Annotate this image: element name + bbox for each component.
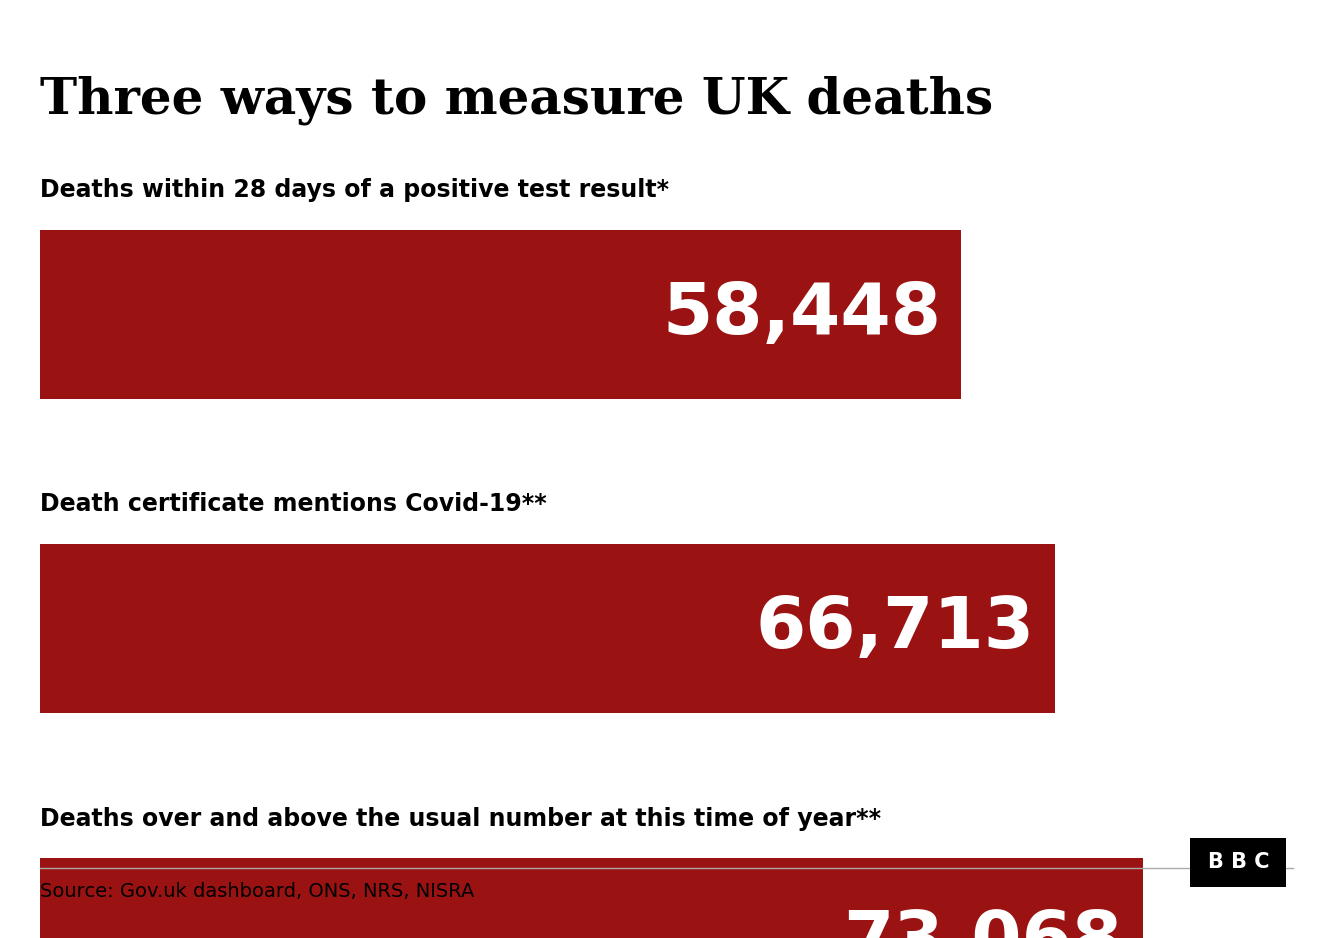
FancyBboxPatch shape — [40, 230, 961, 399]
Text: Deaths within 28 days of a positive test result*: Deaths within 28 days of a positive test… — [40, 178, 669, 203]
Text: 66,713: 66,713 — [756, 594, 1034, 663]
FancyBboxPatch shape — [1190, 838, 1286, 886]
Text: Source: Gov.uk dashboard, ONS, NRS, NISRA: Source: Gov.uk dashboard, ONS, NRS, NISR… — [40, 882, 475, 900]
Text: Death certificate mentions Covid-19**: Death certificate mentions Covid-19** — [40, 492, 547, 517]
FancyBboxPatch shape — [40, 544, 1054, 713]
Text: Deaths over and above the usual number at this time of year**: Deaths over and above the usual number a… — [40, 807, 881, 831]
Text: Three ways to measure UK deaths: Three ways to measure UK deaths — [40, 75, 993, 125]
Text: B B C: B B C — [1208, 853, 1269, 872]
Text: 58,448: 58,448 — [663, 280, 941, 349]
Text: 73,068: 73,068 — [844, 908, 1122, 938]
FancyBboxPatch shape — [40, 858, 1142, 938]
